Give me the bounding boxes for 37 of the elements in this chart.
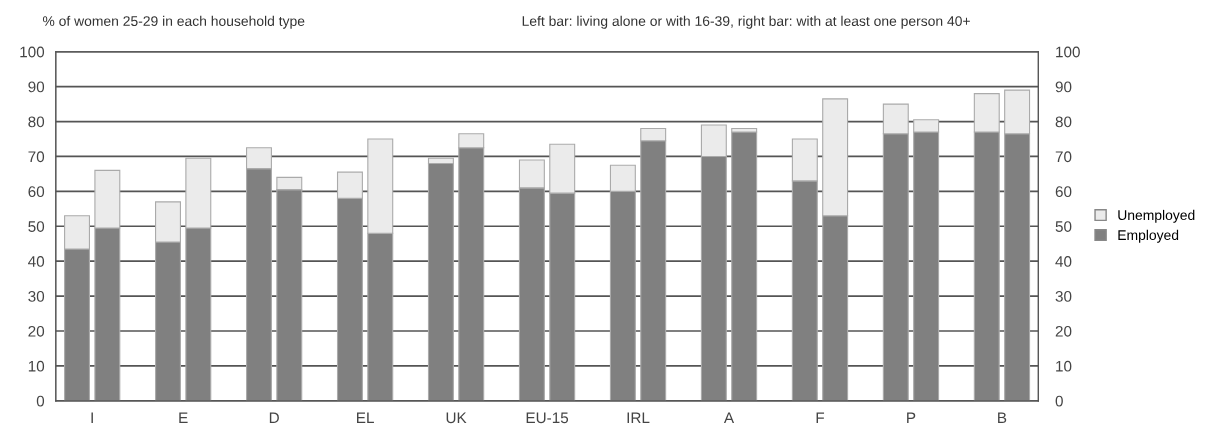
x-tick-label: E (179, 412, 188, 424)
x-tick-label: EU-15 (526, 412, 569, 424)
y2-tick-label: 50 (1055, 221, 1072, 232)
legend-label: Unemployed (1118, 209, 1195, 223)
y2-tick-label: 60 (1055, 186, 1072, 198)
y-tick-label: 0 (36, 395, 45, 407)
chart-subtitle: Left bar: living alone or with 16-39, right bar: with at least one person 40+ (522, 15, 970, 29)
legend-label: Employed (1118, 229, 1179, 243)
y2-tick-label: 0 (1055, 395, 1063, 407)
y-tick-label: 20 (28, 325, 45, 337)
chart-title: % of women 25-29 in each household type (42, 15, 305, 29)
y2-tick-label: 100 (1056, 46, 1080, 58)
y-tick-label: 60 (28, 186, 45, 198)
y2-tick-label: 10 (1056, 360, 1072, 372)
y-tick-label: 50 (28, 221, 45, 232)
y-tick-label: 80 (28, 116, 45, 128)
x-tick-label: P (907, 412, 916, 424)
y-tick-label: 40 (28, 256, 45, 267)
x-tick-label: EL (357, 412, 374, 424)
x-tick-label: F (816, 412, 825, 424)
y2-tick-label: 40 (1055, 256, 1072, 267)
x-tick-label: UK (446, 412, 467, 424)
x-tick-label: B (998, 412, 1007, 424)
y-tick-label: 90 (28, 81, 45, 93)
y-tick-label: 70 (28, 151, 45, 163)
y-tick-label: 30 (28, 290, 45, 302)
x-tick-label: A (723, 412, 735, 424)
y-tick-label: 100 (20, 46, 45, 58)
y2-tick-label: 20 (1055, 325, 1072, 337)
x-tick-label: D (269, 412, 279, 424)
y2-tick-label: 90 (1055, 81, 1072, 93)
y2-tick-label: 30 (1055, 290, 1072, 302)
y2-tick-label: 80 (1055, 116, 1072, 128)
y2-tick-label: 70 (1055, 151, 1072, 163)
x-tick-label: IRL (627, 412, 650, 424)
x-tick-label: I (91, 412, 93, 424)
y-tick-label: 10 (28, 360, 45, 372)
